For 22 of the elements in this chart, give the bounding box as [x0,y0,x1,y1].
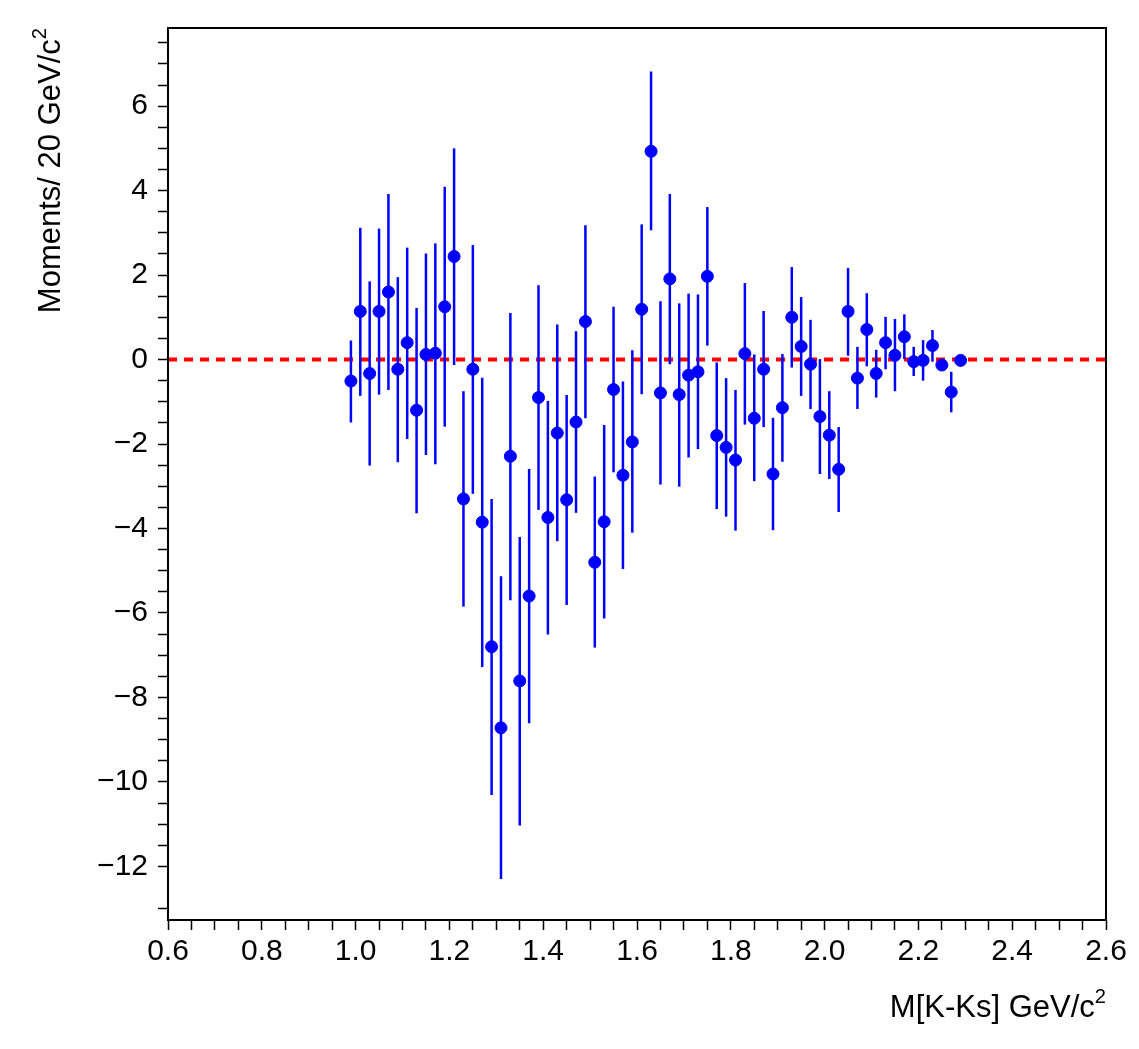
x-tick-label: 0.6 [147,933,189,967]
y-tick-label: −12 [97,847,148,881]
y-tick-label: −10 [97,763,148,797]
y-axis-title: Moments/ 20 GeV/c2 [28,28,67,314]
y-tick-label: 6 [131,87,148,121]
x-tick-label: 1.8 [709,933,752,967]
x-tick-label: 2.0 [803,933,846,967]
x-tick-label: 1.2 [428,933,471,967]
x-tick-label: 1.6 [616,933,658,967]
x-tick-label: 1.4 [522,933,565,967]
y-tick-label: 4 [131,171,148,205]
x-tick-label: 2.4 [991,933,1034,967]
y-tick-label: 0 [131,340,148,374]
y-tick-label: −4 [113,509,148,543]
y-tick-label: −6 [113,594,148,628]
x-tick-label: 2.2 [897,933,940,967]
y-tick-label: −8 [113,678,148,712]
y-tick-label: −2 [113,425,148,459]
y-tick-label: 2 [131,256,148,290]
x-tick-label: 0.8 [240,933,283,967]
x-tick-label: 1.0 [334,933,377,967]
x-tick-label: 2.6 [1085,933,1127,967]
